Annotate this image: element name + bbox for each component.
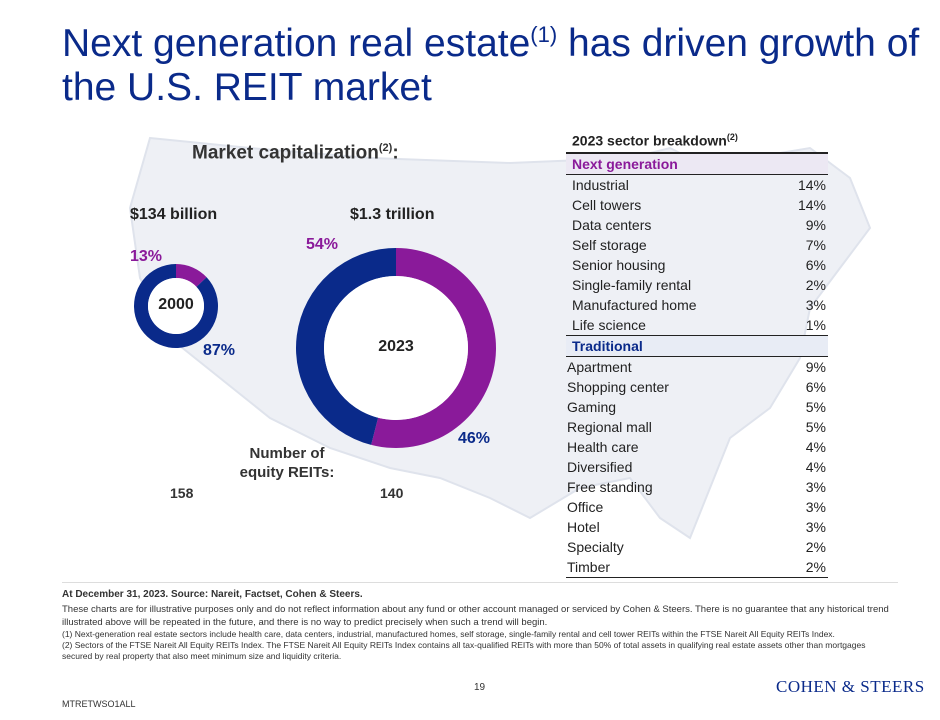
sector-value: 9% (805, 358, 826, 375)
sector-value: 2% (805, 538, 826, 555)
donut-chart-2000 (134, 264, 218, 348)
sector-name: Senior housing (572, 256, 666, 273)
table-row: Self storage 7% (566, 235, 828, 255)
sector-name: Data centers (572, 216, 652, 233)
table-title: 2023 sector breakdown(2) (566, 132, 828, 154)
sector-name: Life science (572, 316, 646, 333)
market-cap-title: Market capitalization(2): (192, 142, 399, 164)
donut-2023-traditional-pct: 46% (458, 430, 491, 447)
donut-2000-slice-next-generation (176, 264, 207, 287)
sector-name: Office (567, 498, 604, 515)
sector-value: 4% (805, 458, 826, 475)
table-row: Hotel 3% (566, 517, 828, 537)
sector-value: 3% (805, 518, 826, 535)
donut-2000-traditional-pct: 87% (203, 342, 236, 359)
sector-value: 2% (805, 276, 826, 293)
equity-reits-2000-count: 158 (170, 485, 194, 501)
sector-name: Regional mall (567, 418, 652, 435)
sector-name: Free standing (567, 478, 653, 495)
sector-value: 3% (805, 296, 826, 313)
sector-value: 6% (805, 256, 826, 273)
us-map-background (128, 136, 872, 540)
table-row: Regional mall 5% (566, 417, 828, 437)
sector-value: 14% (797, 196, 826, 213)
table-row: Single-family rental 2% (566, 275, 828, 295)
donut-2000-next-gen-pct: 13% (130, 248, 163, 265)
sector-value: 2% (805, 558, 826, 575)
cohen-steers-logo: COHEN & STEERS (776, 677, 925, 696)
sector-value: 9% (805, 216, 826, 233)
footnotes: At December 31, 2023. Source: Nareit, Fa… (62, 588, 898, 662)
sector-value: 5% (805, 398, 826, 415)
page-number: 19 (474, 682, 486, 693)
table-row: Office 3% (566, 497, 828, 517)
document-code: MTRETWSO1ALL (62, 699, 136, 709)
table-row: Free standing 3% (566, 477, 828, 497)
footer-divider (62, 582, 898, 583)
sector-name: Gaming (567, 398, 617, 415)
table-row: Timber 2% (566, 557, 828, 577)
sector-value: 3% (805, 478, 826, 495)
sector-name: Specialty (567, 538, 624, 555)
donut-2023-hole (324, 276, 468, 420)
footnote-2: (2) Sectors of the FTSE Nareit All Equit… (62, 640, 866, 661)
sector-name: Cell towers (572, 196, 642, 213)
table-row: Data centers 9% (566, 215, 828, 235)
table-row: Life science 1% (566, 315, 828, 335)
equity-reits-2023-count: 140 (380, 485, 404, 501)
group-traditional: Traditional (566, 334, 828, 357)
donut-2023-slice-next-generation (371, 248, 496, 448)
donut-2000-center-label: 2000 (158, 296, 194, 313)
table-row: Gaming 5% (566, 397, 828, 417)
table-row: Cell towers 14% (566, 195, 828, 215)
table-row: Industrial 14% (566, 175, 828, 195)
sector-value: 1% (805, 316, 826, 333)
donut-2000-slice-traditional (134, 264, 218, 348)
sector-value: 4% (805, 438, 826, 455)
sector-name: Health care (567, 438, 639, 455)
sector-name: Industrial (572, 176, 629, 193)
market-cap-2000-label: $134 billion (130, 206, 218, 223)
disclaimer: These charts are for illustrative purpos… (62, 604, 889, 628)
us-map-shape (128, 136, 872, 540)
sector-name: Apartment (567, 358, 632, 375)
table-row: Manufactured home 3% (566, 295, 828, 315)
sector-name: Diversified (567, 458, 633, 475)
donut-2000-hole (148, 278, 204, 334)
slide-title: Next generation real estate(1) has drive… (62, 22, 920, 109)
donut-2023-next-gen-pct: 54% (306, 236, 339, 253)
sector-value: 3% (805, 498, 826, 515)
sector-value: 6% (805, 378, 826, 395)
table-row: Specialty 2% (566, 537, 828, 557)
source-line: At December 31, 2023. Source: Nareit, Fa… (62, 589, 363, 600)
sector-name: Single-family rental (572, 276, 692, 293)
footnote-1: (1) Next-generation real estate sectors … (62, 629, 835, 639)
donut-chart-2023 (296, 248, 496, 448)
group-next-generation: Next generation (566, 153, 828, 175)
sector-breakdown-table: 2023 sector breakdown(2) Next generation… (566, 132, 828, 578)
market-cap-2023-label: $1.3 trillion (350, 206, 435, 223)
table-row: Shopping center 6% (566, 377, 828, 397)
sector-name: Hotel (567, 518, 600, 535)
sector-value: 5% (805, 418, 826, 435)
sector-name: Manufactured home (572, 296, 697, 313)
table-row: Apartment 9% (566, 357, 828, 377)
table-row: Diversified 4% (566, 457, 828, 477)
sector-name: Self storage (572, 236, 647, 253)
sector-value: 14% (797, 176, 826, 193)
donut-2023-slice-traditional (296, 248, 396, 445)
sector-name: Timber (567, 558, 611, 575)
table-row: Health care 4% (566, 437, 828, 457)
sector-value: 7% (805, 236, 826, 253)
table-row: Senior housing 6% (566, 255, 828, 275)
sector-name: Shopping center (567, 378, 669, 395)
donut-2023-center-label: 2023 (378, 338, 414, 355)
equity-reits-label: Number of equity REITs: (239, 445, 335, 481)
